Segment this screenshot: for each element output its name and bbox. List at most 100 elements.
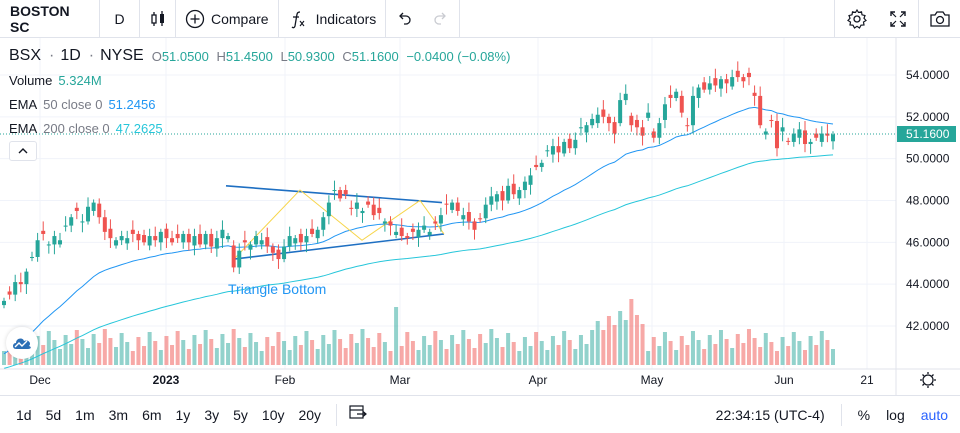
volume-bar [718,330,723,365]
candle-body [69,217,74,226]
candle-body [18,282,23,285]
candle-body [489,196,494,205]
axis-settings-button[interactable] [920,372,936,388]
symbol-search-button[interactable]: BOSTON SC [0,0,100,38]
log-toggle[interactable]: log [886,407,905,423]
range-button-1d[interactable]: 1d [16,406,32,423]
candle-body [287,236,292,247]
undo-button[interactable] [386,0,422,38]
range-button-1y[interactable]: 1y [175,406,191,423]
candle-body [298,233,303,243]
bottom-toolbar: 1d 5d 1m 3m 6m 1y 3y 5y 10y 20y 22:34:15 (UTC-4) … [0,395,960,433]
candle-body [326,202,331,217]
candle-body [735,70,740,78]
volume-bar [102,329,107,365]
top-toolbar: BOSTON SC D Compare Indicators [0,0,960,38]
candle-body [254,236,259,245]
candle-body [629,115,634,126]
volume-legend[interactable]: Volume 5.324M [9,68,510,92]
price-axis[interactable]: 54.0000 52.0000 50.0000 48.0000 46.0000 44.00… [897,68,956,333]
time-tick-label: Jun [774,373,793,387]
volume-bar [366,338,371,365]
volume-bar [136,337,141,365]
fullscreen-button[interactable] [878,0,918,38]
indicators-button[interactable]: Indicators [279,0,387,38]
undo-icon [399,12,411,25]
candle-body [153,236,158,241]
ema50-legend[interactable]: EMA 50 close 0 51.2456 [9,92,510,116]
screenshot-button[interactable] [918,0,960,38]
candle-body [646,112,651,118]
candle-body [310,228,315,234]
gear-icon [846,8,867,29]
plus-circle-icon [185,9,205,28]
candle-body [500,191,505,201]
main-series-legend[interactable]: BSX · 1D · NYSE O51.0500 H51.4500 L50.93… [9,44,510,68]
percent-toggle[interactable]: % [857,407,871,423]
candle-body [265,237,270,247]
volume-bar [450,335,455,365]
volume-bar [763,333,768,365]
candle-body [388,221,393,226]
candle-body [321,217,326,230]
range-button-20y[interactable]: 20y [298,406,322,423]
range-button-5d[interactable]: 5d [45,406,62,423]
candle-body [192,236,197,246]
compare-button[interactable]: Compare [176,0,279,38]
volume-bar [780,337,785,365]
volume-bar [91,334,96,365]
chart-style-button[interactable] [140,0,176,38]
settings-button[interactable] [834,0,878,38]
volume-bar [97,343,102,365]
interval-button[interactable]: D [100,0,140,38]
low-value: 50.9300 [287,48,335,64]
high-value: 51.4500 [225,48,273,64]
volume-bar [270,346,275,365]
goto-date-button[interactable] [345,404,371,425]
volume-bar [35,336,40,365]
ema200-name: EMA [9,120,38,136]
range-button-6m[interactable]: 6m [142,406,162,423]
candle-body [730,77,735,87]
price-chart[interactable]: 54.0000 52.0000 50.0000 48.0000 46.0000 44.00… [0,38,960,395]
volume-bar [606,316,611,365]
chart-area[interactable]: 54.0000 52.0000 50.0000 48.0000 46.0000 44.00… [0,38,960,395]
range-button-3y[interactable]: 3y [204,406,220,423]
ema200-legend[interactable]: EMA 200 close 0 47.2625 [9,116,510,140]
volume-bar [640,324,645,365]
range-button-10y[interactable]: 10y [261,406,285,423]
legend-ohlc: O51.0500 H51.4500 L50.9300 C51.1600 −0.0… [152,49,511,64]
volume-bar [192,335,197,365]
volume-bar [114,347,119,365]
volume-bar [595,321,600,365]
volume-bar [545,350,550,365]
volume-bar [310,340,315,365]
candle-body [354,202,359,209]
candle-body [147,236,152,246]
time-tick-label: Dec [29,373,50,387]
tradingview-logo[interactable] [6,327,38,359]
range-button-5y[interactable]: 5y [233,406,248,423]
last-price-label: 51.1600 [906,127,950,141]
time-tick-label: Mar [390,373,411,387]
candle-body [35,240,40,257]
price-tick-label: 44.0000 [906,277,950,291]
volume-bar [562,331,567,365]
redo-button[interactable] [422,0,461,38]
range-button-1m[interactable]: 1m [75,406,95,423]
volume-bar [696,340,701,365]
volume-bar [405,332,410,365]
volume-bar [416,350,421,365]
volume-bar [203,330,208,365]
volume-bar [2,351,6,365]
candle-body [304,236,309,243]
candle-body [231,245,236,268]
clock-time[interactable]: 22:34:15 (UTC-4) [716,404,842,426]
volume-bar [567,340,572,365]
candle-body [601,109,606,117]
volume-bar [58,349,63,365]
legend-collapse-button[interactable] [9,141,37,161]
time-axis[interactable]: Dec 2023 Feb Mar Apr May Jun 21 [29,373,874,387]
range-button-3m[interactable]: 3m [108,406,129,423]
auto-toggle[interactable]: auto [920,407,948,423]
